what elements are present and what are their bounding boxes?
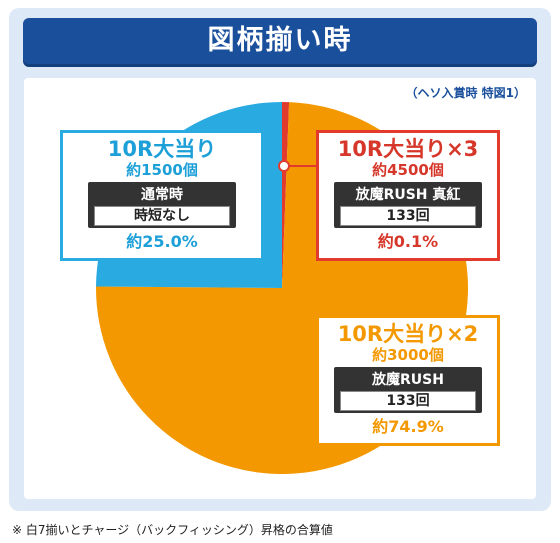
condition-note: （ヘソ入賞時 特図1） [405,86,526,100]
footnote: ※ 白7揃いとチャージ（バックフィッシング）昇格の合算値 [12,523,333,537]
callout-x2: 10R大当り×2 約3000個 放魔RUSH 133回 約74.9% [316,315,500,446]
callout-normal-mode-label: 通常時 [141,187,183,203]
callout-normal: 10R大当り 約1500個 通常時 時短なし 約25.0% [60,130,264,261]
callout-x2-label: 10R大当り×2 [337,322,479,346]
callout-normal-payout: 約1500個 [126,161,198,179]
callout-x2-percent: 約74.9% [372,417,444,436]
callout-x2-mode: 放魔RUSH 133回 [334,367,482,413]
callout-normal-mode-detail: 時短なし [94,206,230,226]
callout-normal-mode: 通常時 時短なし [88,182,236,228]
callout-x2-mode-detail: 133回 [340,391,476,411]
callout-x3-mode-detail: 133回 [340,206,476,226]
callout-x2-payout: 約3000個 [372,346,444,364]
pie-slice-x3 [282,102,290,288]
callout-normal-label: 10R大当り [107,137,217,161]
leader-dot [278,160,290,172]
callout-x3-mode-label: 放魔RUSH 真紅 [355,187,461,203]
callout-x2-mode-label: 放魔RUSH [372,372,444,388]
callout-x3-payout: 約4500個 [372,161,444,179]
callout-x3-label: 10R大当り×3 [337,137,479,161]
callout-normal-percent: 約25.0% [126,232,198,251]
callout-x3-mode: 放魔RUSH 真紅 133回 [334,182,482,228]
callout-x3-percent: 約0.1% [377,232,439,251]
page-title: 図柄揃い時 [23,18,537,64]
callout-x3: 10R大当り×3 約4500個 放魔RUSH 真紅 133回 約0.1% [316,130,500,261]
